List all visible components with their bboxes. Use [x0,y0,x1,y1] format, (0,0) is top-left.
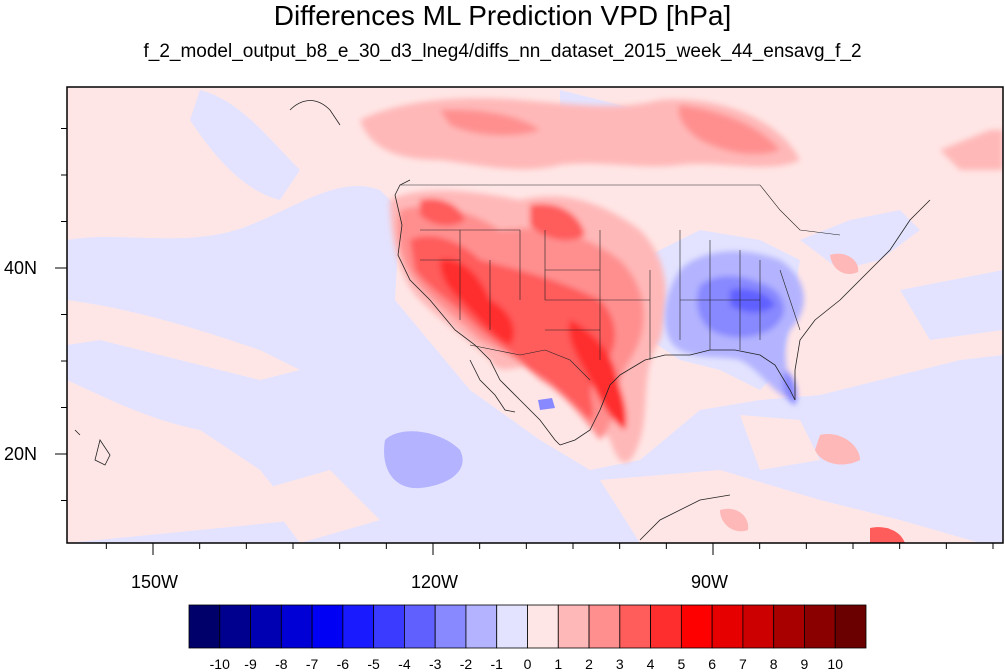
colorbar-swatch [588,604,621,649]
colorbar-label: 9 [800,656,809,672]
colorbar-label: -8 [275,656,288,672]
colorbar-label: 4 [646,656,655,672]
colorbar-label: -6 [336,656,350,672]
colorbar-label: 10 [827,656,843,672]
colorbar-swatch [311,604,344,649]
colorbar-swatch [527,604,559,649]
pacific-blue-blob [384,431,463,489]
colorbar-swatch [711,604,744,649]
colorbar-swatch [219,604,251,649]
positive-anomaly-field [390,190,666,463]
x-tick-label: 90W [691,572,729,592]
colorbar [188,604,867,649]
colorbar-label: -10 [209,656,230,672]
colorbar-swatch [465,604,498,649]
colorbar-label: -5 [367,656,380,672]
coastlines [74,100,931,541]
eastern-us-negative-anomaly [665,251,804,405]
colorbar-swatch [373,604,405,649]
colorbar-label: -3 [428,656,442,672]
colorbar-label: -4 [398,656,411,672]
colorbar-label: 8 [769,656,778,672]
colorbar-label: 2 [585,656,593,672]
colorbar-swatch [680,604,713,649]
colorbar-label: -7 [305,656,319,672]
canada-positive-anomaly [360,98,1003,170]
positive-small-ocean [67,300,980,543]
colorbar-label: -2 [459,656,473,672]
colorbar-swatch [496,604,528,649]
state-borders [400,184,841,381]
baja-blue-spot [538,398,555,410]
colorbar-swatch [342,604,375,649]
colorbar-label: 6 [708,656,717,672]
colorbar-swatch [280,604,313,649]
colorbar-swatch [619,604,651,649]
colorbar-swatch [250,604,282,649]
x-tick-label: 150W [131,572,179,592]
colorbar-swatch [804,604,836,649]
x-tick-label: 120W [411,572,459,592]
map-subtitle: f_2_model_output_b8_e_30_d3_lneg4/diffs_… [143,41,862,62]
colorbar-label: 3 [615,656,624,672]
colorbar-swatch [773,604,805,649]
colorbar-swatch [404,604,436,649]
map-title: Differences ML Prediction VPD [hPa] [273,0,732,31]
colorbar-label: 1 [554,656,563,672]
colorbar-label: 0 [523,656,532,672]
colorbar-swatch [650,604,682,649]
y-tick-label: 20N [4,444,38,464]
colorbar-swatch [557,604,590,649]
axis-ticks [55,128,994,555]
colorbar-swatch [188,604,221,649]
colorbar-swatch [434,604,467,649]
colorbar-label: 7 [739,656,747,672]
colorbar-label: -1 [490,656,503,672]
colorbar-swatch [742,604,775,649]
y-tick-label: 40N [4,258,38,278]
colorbar-label: 5 [677,656,686,672]
colorbar-swatch [834,604,867,649]
scattered-positive-patches [720,253,905,543]
colorbar-label: -9 [244,656,257,672]
